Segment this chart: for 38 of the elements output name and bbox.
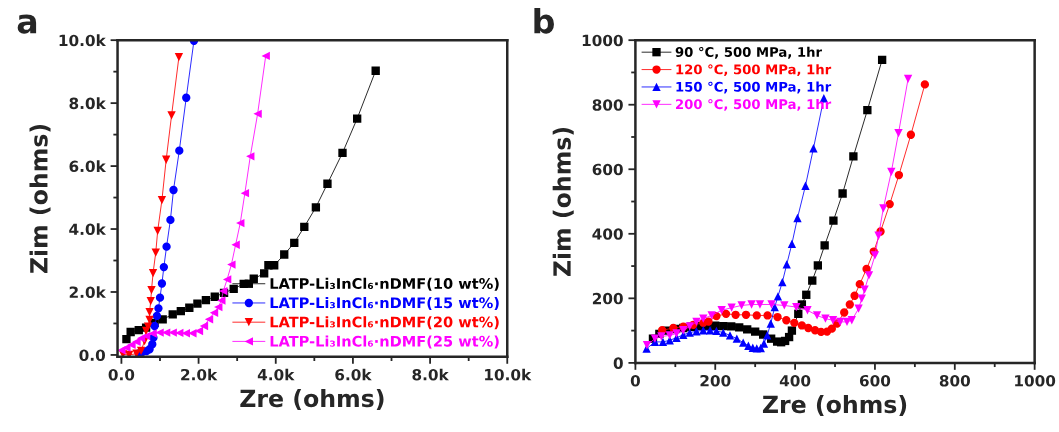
y-tick-label: 10.0k xyxy=(59,34,107,47)
y-tick-label: 4.0k xyxy=(69,223,107,236)
legend-label: LATP-Li₃InCl₆·nDMF(10 wt%) xyxy=(270,277,499,291)
x-tick-label: 4.0k xyxy=(257,368,295,381)
x-tick-label: 400 xyxy=(779,374,811,387)
x-tick-label: 800 xyxy=(939,374,971,387)
x-tick-label: 10.0k xyxy=(485,368,532,381)
y-tick-label: 600 xyxy=(592,163,623,176)
x-axis-title: Zre (ohms) xyxy=(762,395,907,417)
x-tick-label: 0.0 xyxy=(108,368,135,381)
x-axis-title: Zre (ohms) xyxy=(240,388,384,411)
legend-label: 150 °C, 500 MPa, 1hr xyxy=(676,81,832,94)
legend-label: LATP-Li₃InCl₆·nDMF(20 wt%) xyxy=(270,316,499,330)
y-tick-label: 0 xyxy=(613,357,623,369)
legend-label: LATP-Li₃InCl₆·nDMF(15 wt%) xyxy=(270,296,499,310)
y-tick-label: 6.0k xyxy=(69,160,107,173)
x-tick-label: 0 xyxy=(630,374,640,387)
x-tick-label: 200 xyxy=(700,374,731,387)
legend-label: LATP-Li₃InCl₆·nDMF(25 wt%) xyxy=(270,335,499,349)
y-tick-label: 800 xyxy=(592,99,623,111)
y-tick-label: 2.0k xyxy=(69,286,107,299)
x-tick-label: 6.0k xyxy=(335,368,372,381)
y-tick-label: 200 xyxy=(592,292,623,305)
legend-label: 90 °C, 500 MPa, 1hr xyxy=(675,46,822,59)
legend-label: 200 °C, 500 MPa, 1hr xyxy=(676,98,832,111)
legend-label: 120 °C, 500 MPa, 1hr xyxy=(676,64,832,77)
x-tick-label: 2.0k xyxy=(181,368,218,381)
x-tick-label: 8.0k xyxy=(412,368,449,381)
chart-title: b xyxy=(534,7,554,34)
chart-title: a xyxy=(17,14,37,34)
y-tick-label: 8.0k xyxy=(69,97,107,110)
y-axis-title: Zim (ohms) xyxy=(29,124,51,274)
y-tick-label: 1000 xyxy=(582,34,623,47)
y-axis-title: Zim (ohms) xyxy=(552,127,574,277)
y-tick-label: 0.0 xyxy=(79,349,106,361)
y-tick-label: 400 xyxy=(592,228,623,240)
x-tick-label: 1000 xyxy=(1015,374,1056,387)
x-tick-label: 600 xyxy=(859,374,891,387)
